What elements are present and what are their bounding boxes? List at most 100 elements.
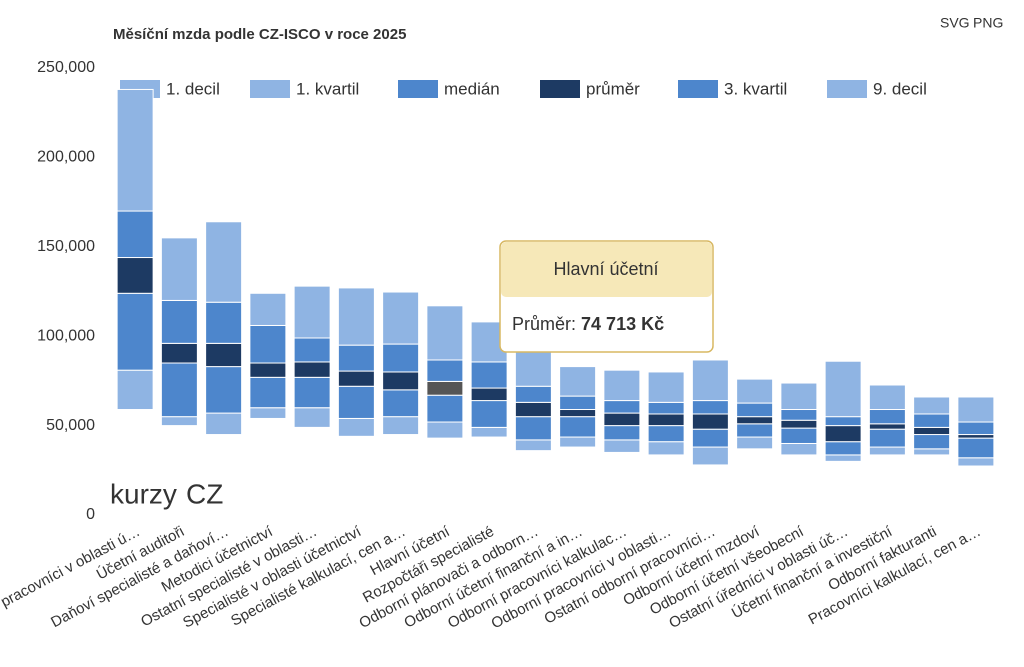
range-segment xyxy=(603,425,641,441)
range-segment xyxy=(780,442,818,456)
y-tick-label: 250,000 xyxy=(37,59,95,76)
range-segment xyxy=(160,237,198,301)
range-segment xyxy=(470,400,508,428)
range-segment xyxy=(957,396,995,423)
range-segment xyxy=(426,394,464,423)
range-segment xyxy=(337,344,375,372)
range-segment xyxy=(913,396,951,415)
range-segment xyxy=(957,421,995,436)
logo-text: kurzy xyxy=(110,478,177,509)
range-segment xyxy=(205,412,243,436)
range-segment xyxy=(160,416,198,427)
range-segment xyxy=(736,402,774,418)
range-segment xyxy=(249,324,287,364)
range-segment xyxy=(647,413,685,427)
range-segment xyxy=(736,416,774,425)
legend-label: 1. decil xyxy=(166,79,220,98)
range-segment xyxy=(824,360,862,418)
legend-swatch xyxy=(250,80,290,98)
range-segment xyxy=(603,369,641,402)
range-segment xyxy=(736,436,774,450)
range-segment xyxy=(382,371,420,391)
tooltip-value: 74 713 Kč xyxy=(581,314,664,334)
range-segment xyxy=(426,421,464,439)
range-segment xyxy=(868,423,906,430)
range-segment xyxy=(691,400,729,415)
y-tick-label: 200,000 xyxy=(37,149,95,166)
legend-label: medián xyxy=(444,79,500,98)
range-segment xyxy=(957,457,995,467)
range-segment xyxy=(957,437,995,459)
range-segment xyxy=(514,385,552,403)
y-tick-label: 100,000 xyxy=(37,327,95,344)
range-segment xyxy=(603,400,641,414)
range-segment xyxy=(293,361,331,378)
range-segment xyxy=(160,342,198,364)
range-segment xyxy=(249,407,287,419)
range-segment xyxy=(382,389,420,418)
range-segment xyxy=(559,416,597,438)
range-segment xyxy=(603,439,641,453)
range-segment xyxy=(382,291,420,345)
legend-label: 1. kvartil xyxy=(296,79,359,98)
range-segment xyxy=(913,434,951,450)
range-segment xyxy=(116,292,154,371)
legend-label: průměr xyxy=(586,79,640,98)
range-segment xyxy=(293,337,331,363)
range-segment xyxy=(337,287,375,346)
range-segment xyxy=(426,359,464,382)
logo-text: CZ xyxy=(186,478,223,509)
range-segment xyxy=(116,257,154,294)
range-segment xyxy=(913,426,951,436)
range-segment xyxy=(868,384,906,411)
range-segment xyxy=(382,343,420,373)
export-button[interactable]: SVG xyxy=(940,15,970,31)
range-segment xyxy=(957,434,995,439)
range-segment xyxy=(691,413,729,430)
range-segment xyxy=(293,285,331,339)
range-segment xyxy=(780,427,818,444)
y-tick-label: 150,000 xyxy=(37,238,95,255)
range-segment xyxy=(514,416,552,441)
range-segment xyxy=(780,409,818,421)
range-segment xyxy=(116,88,154,212)
range-segment xyxy=(868,428,906,448)
range-segment xyxy=(160,299,198,344)
range-segment xyxy=(426,305,464,361)
export-button[interactable]: PNG xyxy=(973,15,1003,31)
range-segment xyxy=(205,366,243,414)
range-segment xyxy=(691,446,729,466)
tooltip: Hlavní účetní Průměr: 74 713 Kč xyxy=(499,240,714,353)
range-segment xyxy=(824,454,862,462)
legend-swatch xyxy=(398,80,438,98)
range-segment xyxy=(559,436,597,448)
legend-label: 9. decil xyxy=(873,79,927,98)
range-segment xyxy=(559,366,597,397)
range-segment xyxy=(913,413,951,428)
range-segment xyxy=(160,362,198,418)
range-segment xyxy=(293,407,331,428)
range-segment xyxy=(249,292,287,326)
range-segment xyxy=(426,380,464,396)
legend-swatch xyxy=(827,80,867,98)
legend-swatch xyxy=(678,80,718,98)
range-segment xyxy=(337,385,375,419)
legend-label: 3. kvartil xyxy=(724,79,787,98)
range-segment xyxy=(603,412,641,427)
range-segment xyxy=(647,401,685,415)
legend-swatch xyxy=(540,80,580,98)
range-segment xyxy=(824,441,862,456)
range-segment xyxy=(736,378,774,404)
range-segment xyxy=(559,409,597,418)
range-segment xyxy=(780,419,818,429)
logo: kurzy CZ xyxy=(110,478,223,509)
range-segment xyxy=(205,301,243,344)
range-segment xyxy=(337,370,375,387)
range-segment xyxy=(868,446,906,456)
y-tick-label: 0 xyxy=(86,506,95,523)
range-segment xyxy=(691,359,729,402)
range-segment xyxy=(647,371,685,403)
range-segment xyxy=(736,423,774,438)
range-segment xyxy=(249,362,287,378)
